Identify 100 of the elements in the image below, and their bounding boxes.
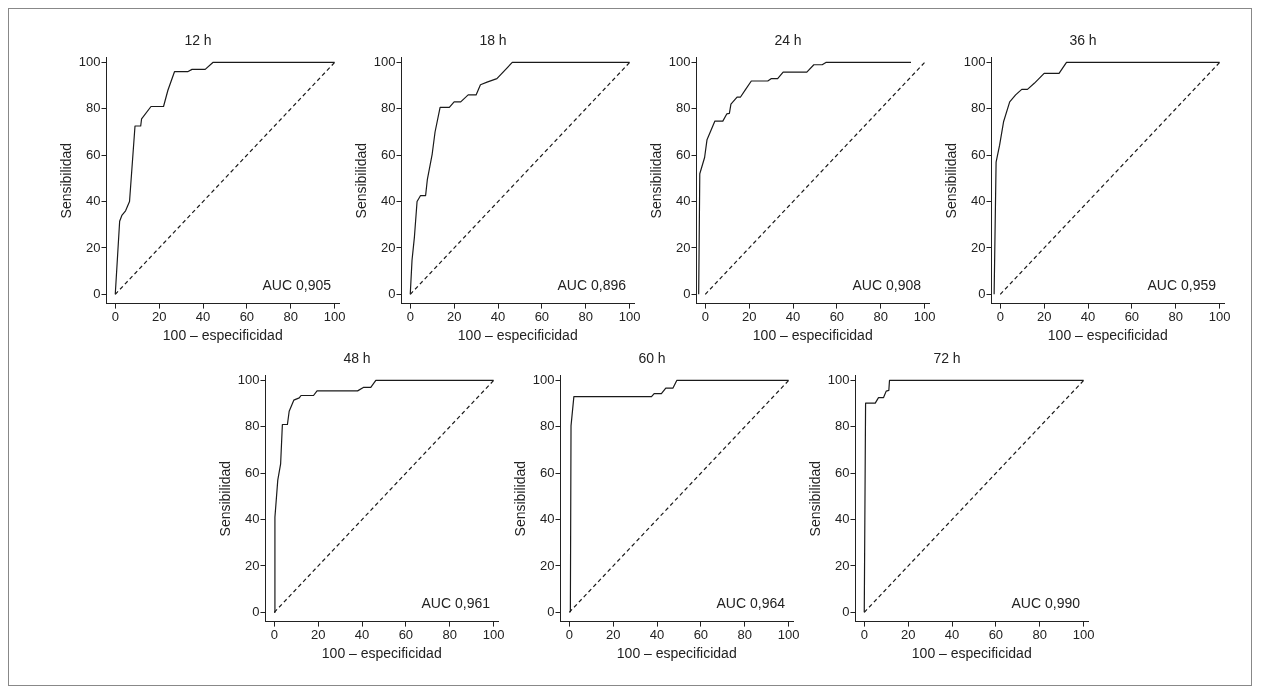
y-tick-label: 100 [963, 54, 986, 70]
x-tick-label: 40 [785, 308, 801, 324]
x-tick-label: 0 [406, 308, 414, 324]
y-tick-label: 60 [540, 464, 555, 480]
y-tick-label: 20 [676, 239, 691, 255]
x-tick-label: 20 [446, 308, 462, 324]
y-tick-label: 0 [978, 285, 986, 301]
y-tick-label: 80 [86, 100, 101, 116]
y-tick-label: 60 [676, 146, 691, 162]
y-tick-label: 80 [835, 418, 850, 434]
x-tick-label: 20 [151, 308, 167, 324]
y-axis-title: Sensibilidad [58, 142, 75, 219]
chart-title: 60 h [638, 350, 666, 367]
y-axis-title: Sensibilidad [512, 460, 529, 537]
annotation: AUC 0,896 [557, 277, 627, 294]
chart-title: 12 h [184, 32, 212, 49]
x-tick-label: 100 [1072, 626, 1095, 642]
y-axis-title: Sensibilidad [217, 460, 234, 537]
x-tick-label: 0 [701, 308, 709, 324]
y-axis-title: Sensibilidad [353, 142, 370, 219]
x-tick-label: 20 [310, 626, 326, 642]
y-tick-label: 60 [245, 464, 260, 480]
x-tick-label: 0 [860, 626, 868, 642]
y-tick-label: 40 [245, 511, 260, 527]
chart-title: 72 h [933, 350, 961, 367]
y-tick-label: 60 [835, 464, 850, 480]
x-tick-label: 80 [1032, 626, 1047, 642]
x-tick-label: 100 [323, 308, 346, 324]
y-tick-label: 0 [547, 603, 555, 619]
y-tick-label: 40 [540, 511, 555, 527]
y-tick-label: 60 [86, 146, 101, 162]
x-tick-label: 40 [354, 626, 370, 642]
x-tick-label: 40 [944, 626, 960, 642]
y-tick-label: 20 [381, 239, 396, 255]
y-tick-label: 20 [245, 557, 260, 573]
annotation: AUC 0,959 [1147, 277, 1217, 294]
x-tick-label: 40 [195, 308, 211, 324]
x-tick-label: 80 [578, 308, 593, 324]
x-tick-label: 60 [988, 626, 1004, 642]
y-tick-label: 100 [373, 54, 396, 70]
x-tick-label: 100 [1208, 308, 1231, 324]
x-tick-label: 100 [913, 308, 936, 324]
y-tick-label: 100 [827, 372, 850, 388]
x-axis-title: 100 – especificidad [1047, 327, 1168, 344]
y-tick-label: 0 [93, 285, 101, 301]
x-tick-label: 20 [1036, 308, 1052, 324]
x-tick-label: 100 [618, 308, 641, 324]
x-tick-label: 0 [565, 626, 573, 642]
annotation: AUC 0,905 [262, 277, 332, 294]
x-axis-title: 100 – especificidad [616, 645, 737, 662]
x-tick-label: 0 [270, 626, 278, 642]
annotation: AUC 0,964 [716, 595, 786, 612]
y-tick-label: 40 [86, 193, 101, 209]
y-tick-label: 80 [381, 100, 396, 116]
y-tick-label: 100 [78, 54, 101, 70]
y-tick-label: 100 [532, 372, 555, 388]
y-axis-title: Sensibilidad [807, 460, 824, 537]
annotation: AUC 0,990 [1011, 595, 1081, 612]
y-tick-label: 100 [237, 372, 260, 388]
x-axis-title: 100 – especificidad [162, 327, 283, 344]
y-tick-label: 20 [835, 557, 850, 573]
y-tick-label: 80 [245, 418, 260, 434]
x-axis-title: 100 – especificidad [911, 645, 1032, 662]
y-tick-label: 0 [842, 603, 850, 619]
x-axis-title: 100 – especificidad [457, 327, 578, 344]
y-tick-label: 0 [252, 603, 260, 619]
y-tick-label: 40 [381, 193, 396, 209]
x-axis-title: 100 – especificidad [321, 645, 442, 662]
x-tick-label: 100 [777, 626, 800, 642]
y-tick-label: 80 [540, 418, 555, 434]
x-tick-label: 80 [442, 626, 457, 642]
x-tick-label: 60 [1124, 308, 1140, 324]
y-tick-label: 40 [835, 511, 850, 527]
x-tick-label: 80 [737, 626, 752, 642]
y-tick-label: 40 [971, 193, 986, 209]
x-tick-label: 40 [649, 626, 665, 642]
y-tick-label: 0 [683, 285, 691, 301]
y-tick-label: 60 [381, 146, 396, 162]
x-tick-label: 20 [900, 626, 916, 642]
y-tick-label: 40 [676, 193, 691, 209]
chart-title: 48 h [343, 350, 371, 367]
annotation: AUC 0,961 [421, 595, 491, 612]
y-tick-label: 80 [971, 100, 986, 116]
y-tick-label: 60 [971, 146, 986, 162]
x-tick-label: 40 [1080, 308, 1096, 324]
x-tick-label: 40 [490, 308, 506, 324]
x-tick-label: 0 [996, 308, 1004, 324]
y-tick-label: 20 [540, 557, 555, 573]
chart-title: 24 h [774, 32, 802, 49]
y-tick-label: 100 [668, 54, 691, 70]
x-axis-title: 100 – especificidad [752, 327, 873, 344]
x-tick-label: 80 [1168, 308, 1183, 324]
y-axis-title: Sensibilidad [943, 142, 960, 219]
chart-title: 18 h [479, 32, 507, 49]
x-tick-label: 20 [741, 308, 757, 324]
x-tick-label: 80 [873, 308, 888, 324]
x-tick-label: 60 [398, 626, 414, 642]
y-tick-label: 20 [86, 239, 101, 255]
y-tick-label: 0 [388, 285, 396, 301]
x-tick-label: 80 [283, 308, 298, 324]
